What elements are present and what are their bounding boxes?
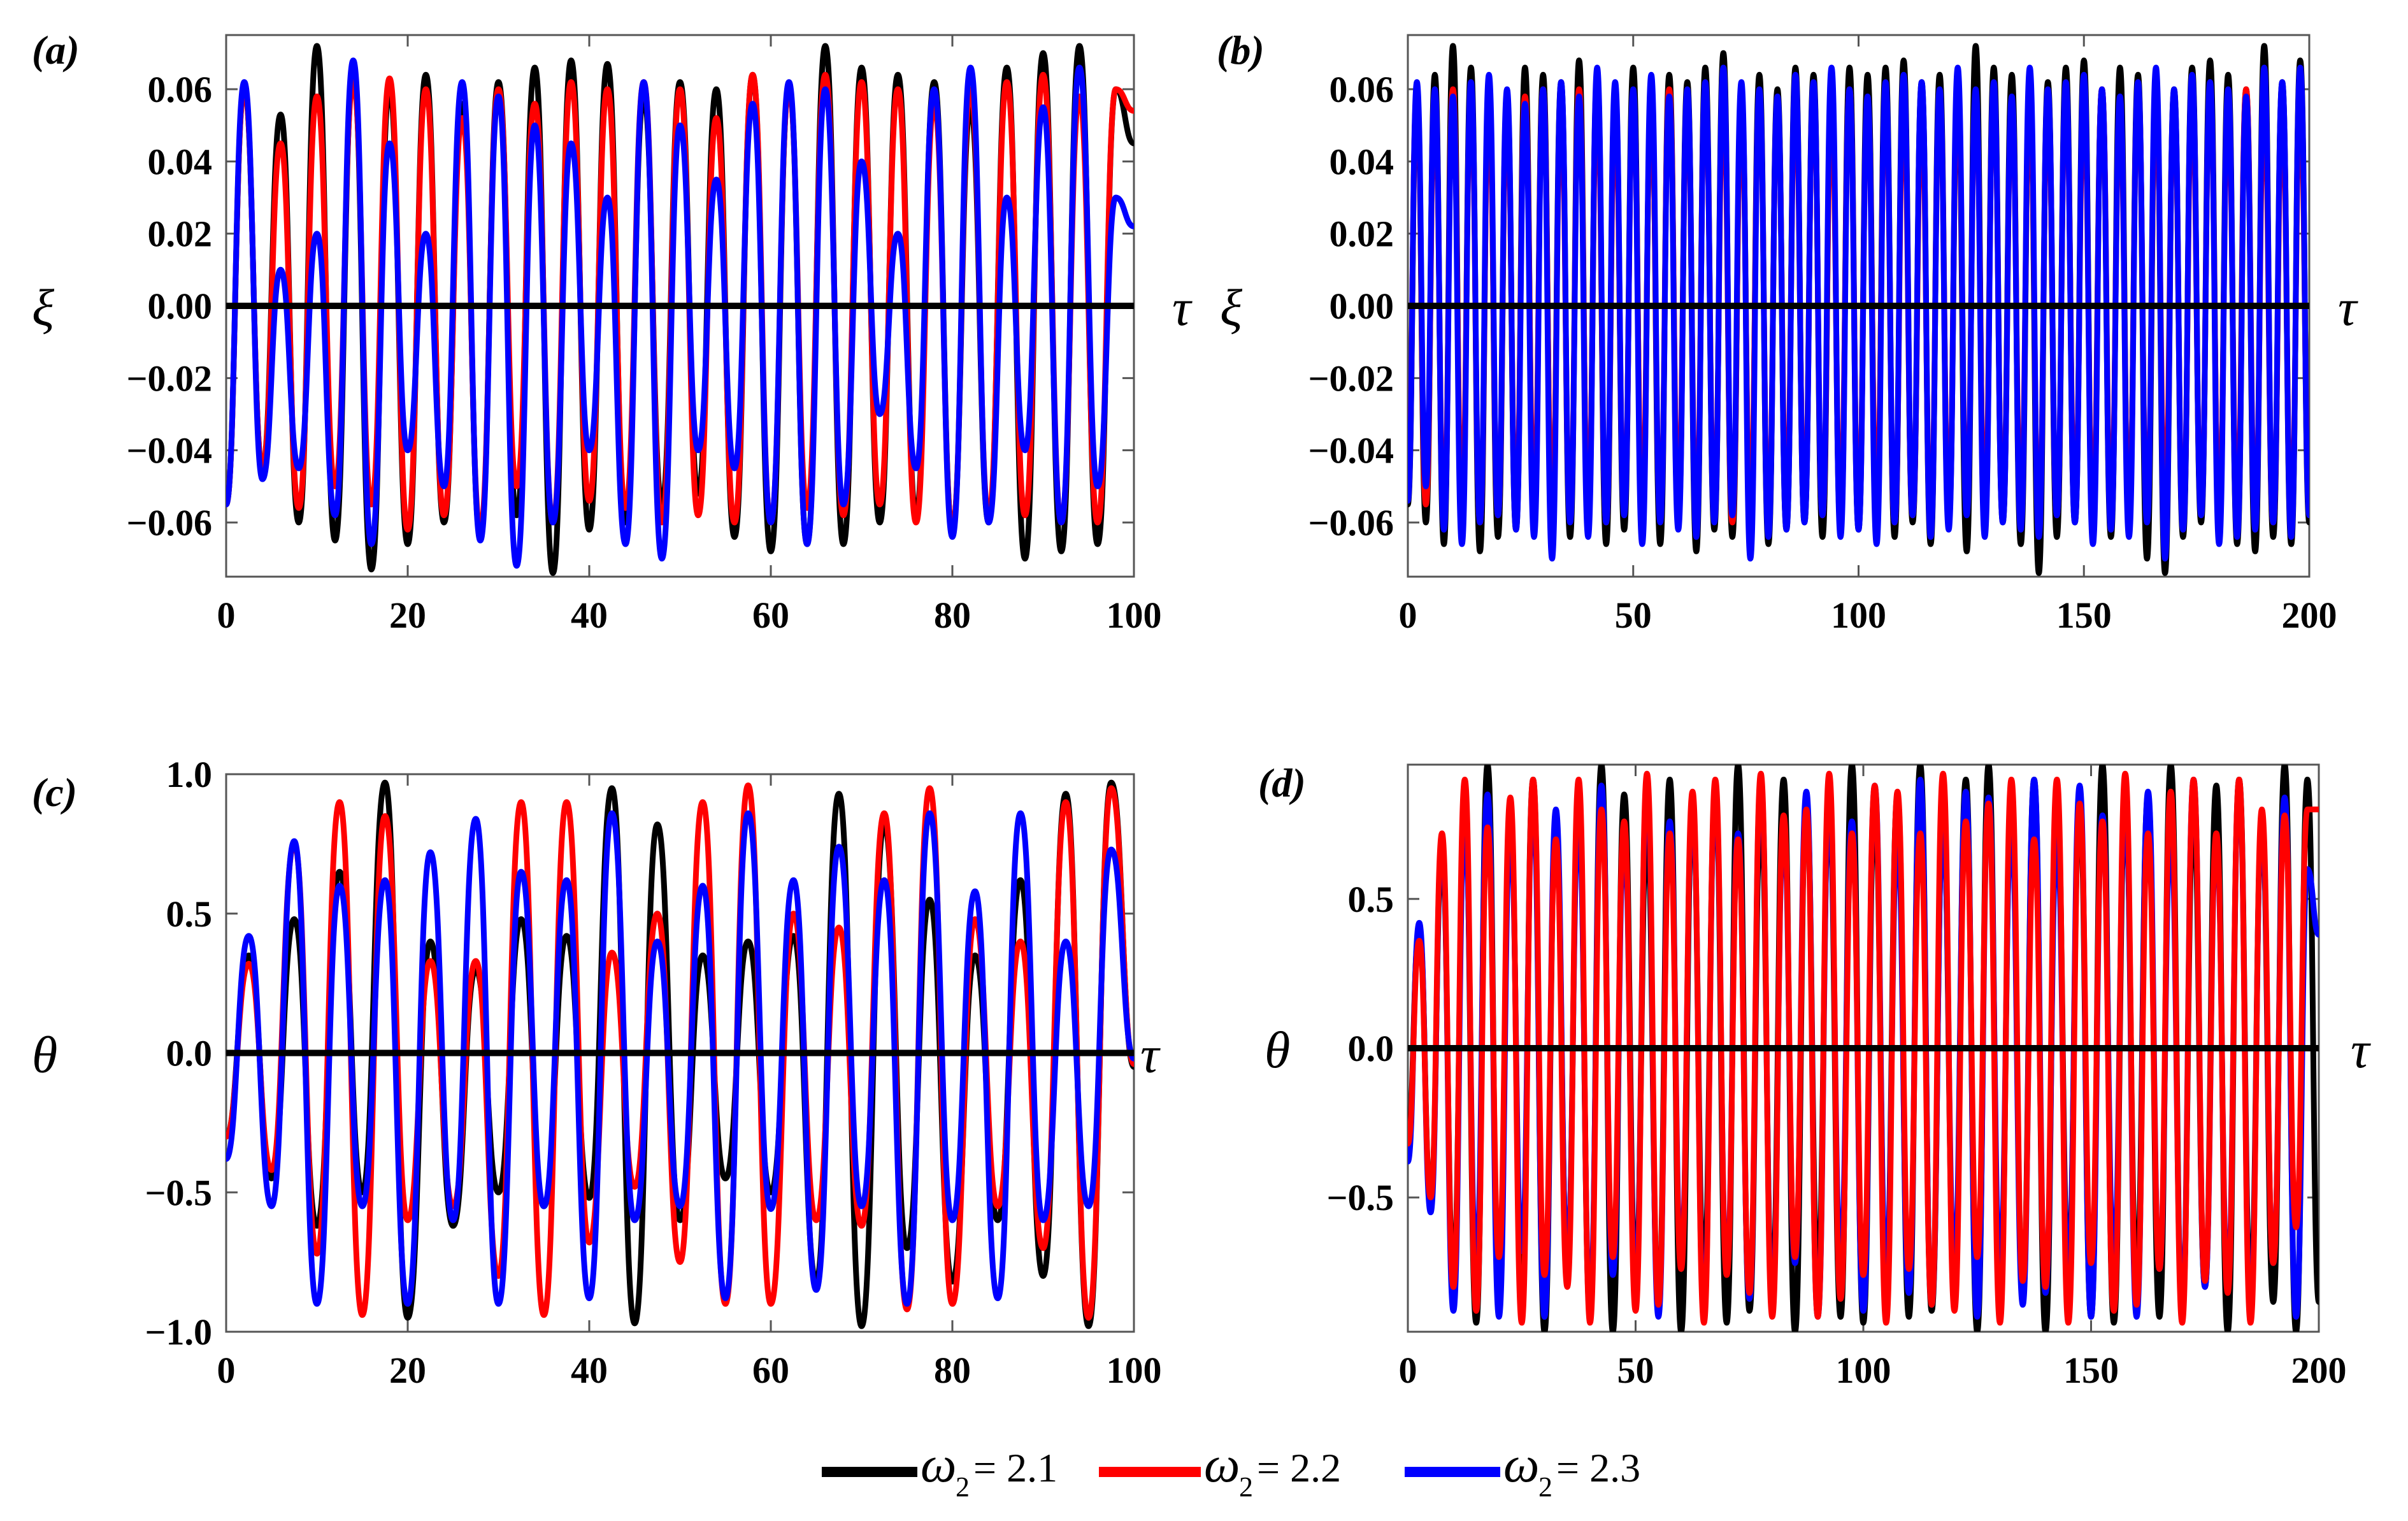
panel-label: (c): [32, 770, 77, 815]
legend-value-1: = 2.1: [973, 1445, 1057, 1490]
series-line: [1408, 64, 2309, 562]
x-tick-label: 20: [389, 1350, 426, 1391]
y-axis-label: ξ: [1220, 278, 1243, 336]
y-tick-label: −0.02: [126, 357, 212, 399]
y-tick-label: 0.00: [148, 285, 213, 327]
y-tick-label: −0.04: [1308, 430, 1394, 472]
x-axis-label: τ: [2351, 1021, 2371, 1079]
panel-label: (d): [1258, 760, 1306, 805]
panel-d-chart: 0 50 100 150 200 −0.5 0.0 0.5 (d) θ τ: [1258, 760, 2371, 1391]
x-tick-label: 150: [2063, 1350, 2119, 1391]
x-tick-label: 100: [1831, 595, 1886, 636]
x-axis-label: τ: [1172, 278, 1193, 336]
series-group: [226, 779, 1134, 1329]
legend-symbol-2: ω: [1204, 1437, 1240, 1493]
x-tick-label: 40: [571, 1350, 608, 1391]
y-tick-label: 0.02: [148, 213, 213, 255]
y-axis-label: θ: [32, 1026, 57, 1084]
x-tick-label: 100: [1836, 1350, 1891, 1391]
y-tick-label: 0.04: [148, 141, 213, 182]
x-tick-label: 200: [2291, 1350, 2347, 1391]
x-tick-label: 50: [1615, 595, 1652, 636]
series-group: [226, 43, 1134, 576]
series-line: [226, 57, 1134, 569]
y-tick-label: −0.04: [126, 430, 212, 472]
y-tick-label: 0.04: [1329, 141, 1394, 182]
x-tick-label: 200: [2282, 595, 2337, 636]
x-tick-label: 0: [217, 595, 236, 636]
legend: ω 2 = 2.1 ω 2 = 2.2 ω 2 = 2.3: [822, 1437, 1640, 1503]
panel-c-chart: 0 20 40 60 80 100 −1.0 −0.5 0.0 0.5 1.0 (c) θ τ: [32, 754, 1162, 1391]
x-tick-label: 80: [934, 1350, 971, 1391]
panel-label: (b): [1217, 27, 1265, 73]
series-group: [1408, 765, 2319, 1332]
series-line: [1408, 770, 2319, 1326]
legend-symbol-1: ω: [921, 1437, 956, 1493]
x-tick-label: 60: [752, 595, 789, 636]
y-tick-label: −0.06: [1308, 502, 1394, 544]
legend-symbol-3: ω: [1503, 1437, 1539, 1493]
x-tick-label: 80: [934, 595, 971, 636]
y-tick-label: −0.02: [1308, 357, 1394, 399]
y-axis-label: θ: [1265, 1021, 1290, 1079]
y-tick-label: −1.0: [145, 1311, 212, 1353]
series-line: [226, 810, 1134, 1307]
y-tick-label: 0.5: [166, 893, 213, 935]
x-tick-label: 40: [571, 595, 608, 636]
legend-subscript-3: 2: [1538, 1471, 1552, 1503]
x-tick-label: 60: [752, 1350, 789, 1391]
x-tick-label: 100: [1107, 1350, 1162, 1391]
legend-value-3: = 2.3: [1556, 1445, 1640, 1490]
x-axis-label: τ: [2338, 278, 2358, 336]
y-tick-label: 0.5: [1348, 879, 1394, 920]
series-group: [1408, 43, 2309, 576]
x-tick-label: 0: [217, 1350, 236, 1391]
y-tick-label: 0.0: [1348, 1028, 1394, 1069]
x-tick-label: 0: [1399, 595, 1417, 636]
legend-subscript-2: 2: [1239, 1471, 1253, 1503]
y-tick-label: 0.06: [1329, 69, 1394, 110]
y-tick-label: 0.02: [1329, 213, 1394, 255]
y-tick-label: 0.0: [166, 1033, 213, 1074]
panel-b-chart: 0 50 100 150 200 −0.06 −0.04 −0.02 0.00 0.02 0.04 0…: [1217, 27, 2358, 636]
y-tick-label: −0.5: [1326, 1177, 1394, 1218]
y-tick-label: −0.5: [145, 1172, 212, 1213]
y-tick-label: 0.00: [1329, 285, 1394, 327]
y-tick-label: −0.06: [126, 502, 212, 544]
panel-a-chart: 0 20 40 60 80 100 −0.06 −0.04 −0.02 0.00 0.02 0.04 0…: [32, 27, 1193, 636]
legend-value-2: = 2.2: [1257, 1445, 1341, 1490]
x-tick-label: 150: [2056, 595, 2112, 636]
x-tick-label: 50: [1617, 1350, 1654, 1391]
y-tick-label: 0.06: [148, 69, 213, 110]
panel-label: (a): [32, 27, 80, 73]
x-tick-label: 100: [1107, 595, 1162, 636]
legend-subscript-1: 2: [956, 1471, 970, 1503]
x-tick-label: 0: [1399, 1350, 1417, 1391]
y-axis-label: ξ: [32, 278, 55, 336]
x-axis-label: τ: [1140, 1026, 1161, 1084]
x-tick-label: 20: [389, 595, 426, 636]
y-tick-label: 1.0: [166, 754, 213, 795]
